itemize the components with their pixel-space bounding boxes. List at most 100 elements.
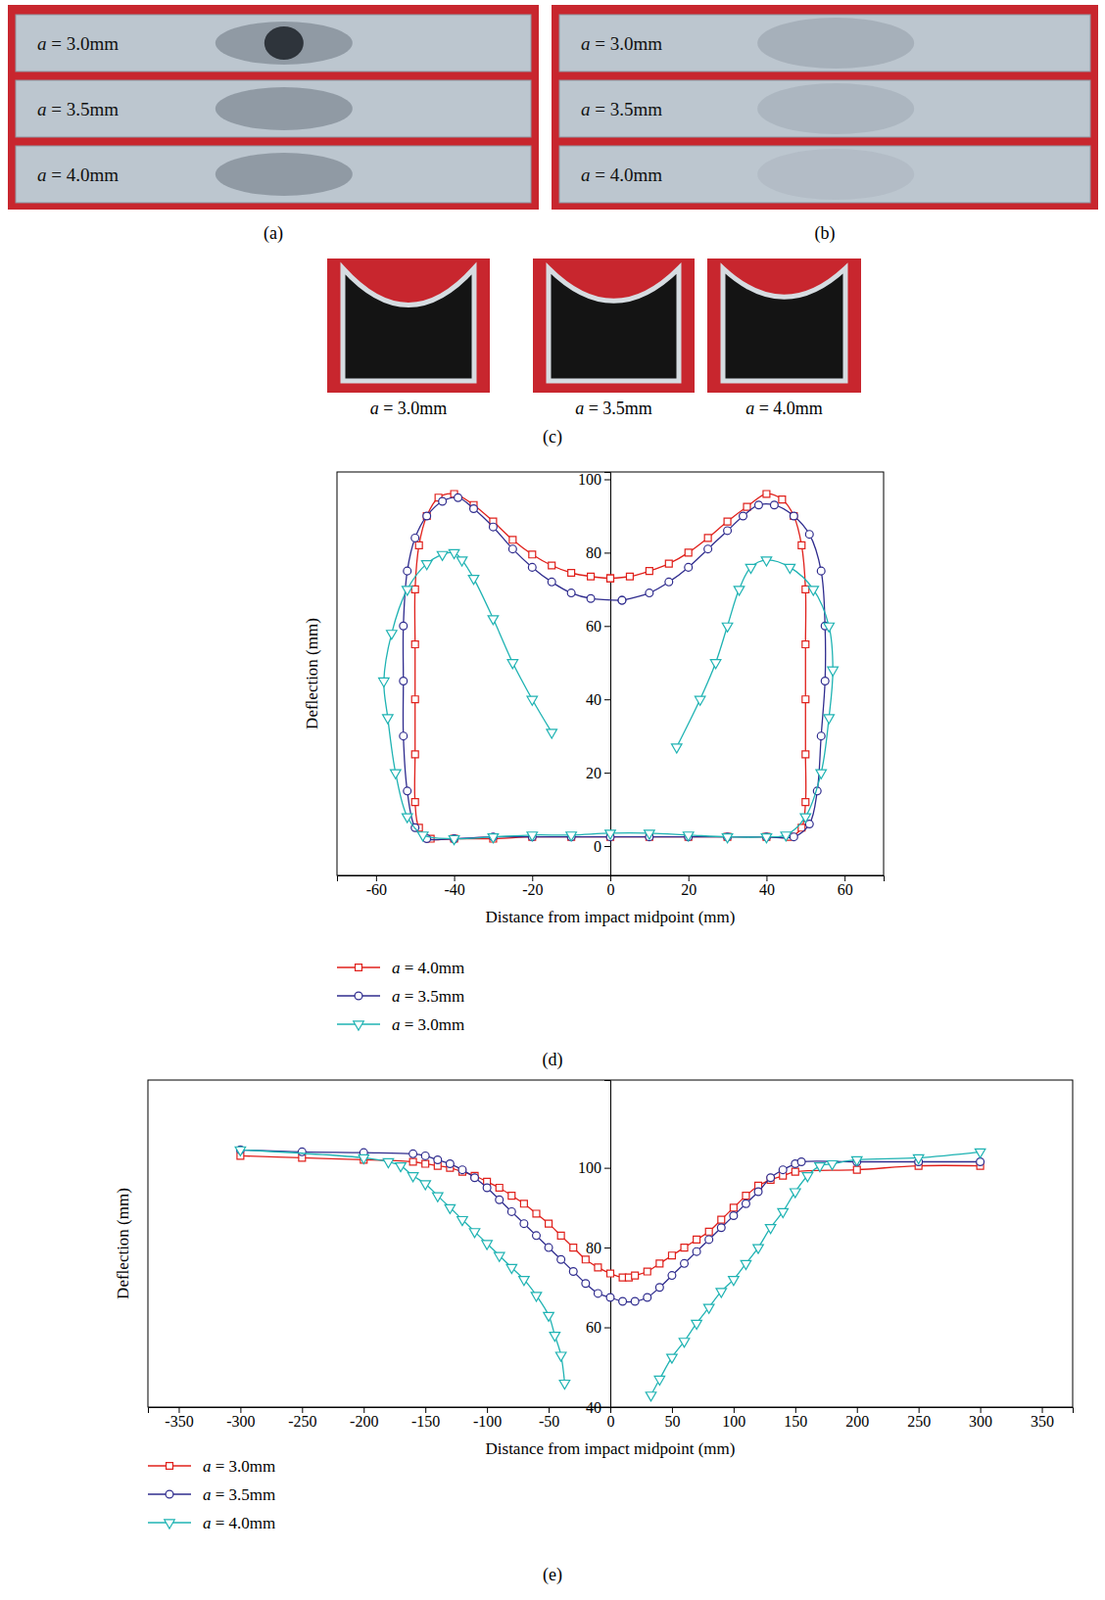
specimen-label: a = 3.0mm: [370, 398, 448, 419]
marker: [470, 505, 479, 514]
series-line: [402, 497, 825, 841]
tick: -60: [366, 875, 387, 899]
tick-label: 100: [577, 1159, 602, 1177]
specimen-label: a = 3.0mm: [37, 33, 119, 54]
tick-mark: [604, 552, 611, 554]
specimen: [15, 80, 531, 138]
marker: [778, 1166, 787, 1175]
tick: 150: [783, 1407, 808, 1431]
tick-label: 40: [759, 881, 775, 899]
marker: [780, 832, 792, 842]
marker: [508, 1193, 516, 1201]
specimen: [559, 14, 1091, 72]
marker: [678, 1339, 690, 1348]
marker: [507, 660, 519, 670]
tick-mark: [604, 1407, 611, 1409]
dent: [757, 83, 914, 135]
marker: [691, 1320, 703, 1330]
tick: -20: [522, 875, 543, 899]
marker: [444, 1204, 456, 1214]
marker: [816, 732, 825, 741]
marker: [607, 575, 615, 582]
specimen: [15, 145, 531, 203]
marker: [469, 1229, 481, 1239]
marker: [721, 623, 733, 632]
tick-mark: [301, 1407, 303, 1414]
tick: 40: [585, 1399, 611, 1417]
marker: [530, 1293, 542, 1302]
symbol: a: [391, 959, 401, 978]
text-rest: = 3.0mm: [590, 33, 664, 54]
marker: [532, 1210, 540, 1218]
marker: [645, 1393, 657, 1402]
photo-panel: a = 3.0mma = 3.5mma = 4.0mm: [551, 4, 1099, 210]
tick-label: 0: [607, 881, 616, 899]
marker: [468, 576, 480, 585]
axis-line: [604, 473, 612, 877]
marker: [693, 1236, 701, 1244]
marker: [816, 567, 825, 576]
marker: [755, 501, 764, 510]
marker: [481, 1241, 493, 1250]
marker: [703, 1304, 715, 1314]
tick: 60: [585, 618, 611, 635]
tick: 300: [968, 1407, 993, 1431]
marker: [549, 1333, 561, 1343]
marker: [618, 596, 626, 605]
specimen-label: a = 4.0mm: [580, 164, 663, 186]
axis-line: [604, 1081, 612, 1409]
text-rest: = 4.0mm: [211, 1514, 277, 1534]
legend-label: a = 4.0mm: [391, 959, 465, 978]
tick-mark: [376, 875, 378, 882]
marker: [710, 660, 721, 670]
marker: [411, 696, 419, 704]
legend: a = 3.0mma = 3.5mma = 4.0mm: [147, 1457, 276, 1534]
tick-mark: [688, 875, 690, 882]
tick-mark: [363, 1407, 365, 1414]
tick-mark: [240, 1407, 241, 1414]
marker: [692, 1248, 701, 1256]
legend-marker: [353, 1021, 365, 1031]
tick: 100: [721, 1407, 746, 1431]
marker: [671, 744, 682, 754]
specimen-label: a = 3.5mm: [580, 98, 663, 120]
marker: [667, 1354, 678, 1364]
legend-label: a = 4.0mm: [202, 1514, 276, 1534]
marker: [680, 1245, 688, 1252]
x-axis: -350-300-250-200-150-100-500501001502002…: [148, 1407, 1074, 1431]
specimen-label: a = 4.0mm: [745, 398, 823, 419]
marker: [399, 622, 408, 630]
photo-background: [551, 4, 1099, 210]
marker: [668, 1252, 675, 1260]
marker: [411, 641, 419, 649]
tick-label: -50: [538, 1413, 560, 1431]
specimen: [559, 145, 1091, 203]
cross-section: [342, 268, 475, 382]
text-rest: = 3.0mm: [211, 1457, 277, 1477]
panel-label: (c): [542, 427, 563, 448]
photo-background: [532, 258, 695, 393]
marker: [417, 832, 429, 842]
marker: [754, 1188, 763, 1197]
plot-area: [235, 1146, 986, 1401]
tick-label: -40: [443, 881, 465, 899]
marker: [489, 523, 498, 531]
marker: [432, 1193, 444, 1202]
dent: [757, 17, 914, 69]
marker: [566, 832, 577, 842]
dent: [215, 21, 353, 65]
legend-label: a = 3.5mm: [391, 987, 465, 1007]
marker: [568, 570, 576, 577]
marker: [401, 814, 413, 823]
tick: -200: [349, 1407, 379, 1431]
marker: [457, 1217, 469, 1227]
chart: -350-300-250-200-150-100-500501001502002…: [113, 1080, 1074, 1586]
marker: [471, 1174, 480, 1183]
marker: [493, 1252, 505, 1262]
tick-mark: [672, 1407, 673, 1414]
tick-mark: [733, 1407, 735, 1414]
symbol: a: [391, 1015, 401, 1035]
marker: [745, 564, 757, 574]
marker: [723, 518, 731, 526]
marker: [399, 677, 408, 686]
